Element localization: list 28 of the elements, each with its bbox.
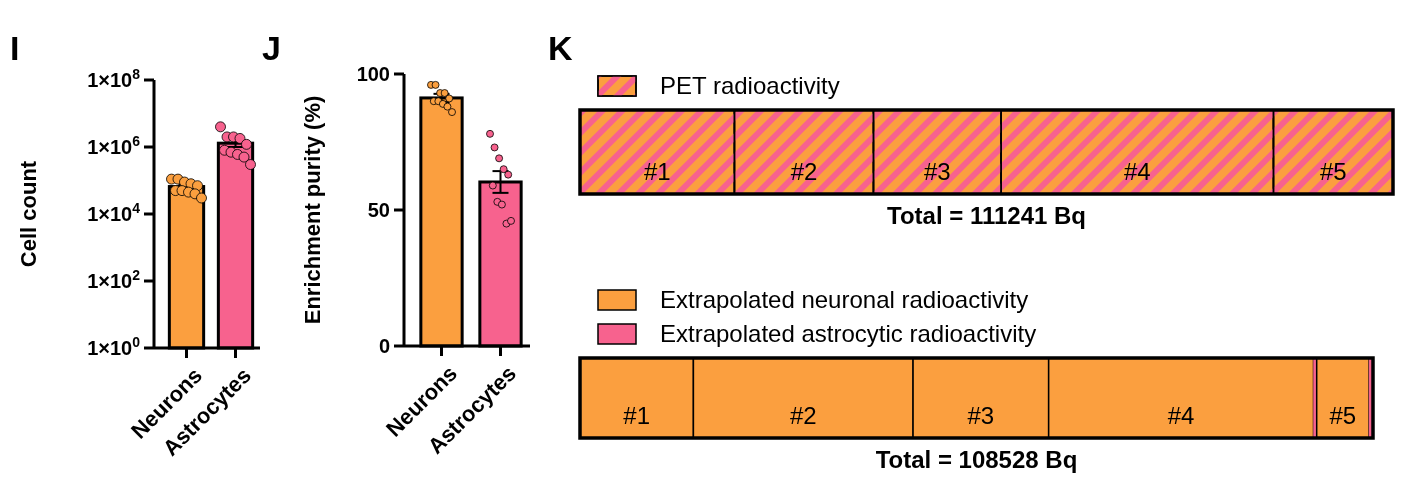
chart-title: I bbox=[10, 29, 20, 67]
y-tick-label: 50 bbox=[367, 199, 390, 221]
annotation: #4 bbox=[1167, 402, 1195, 429]
y-tick-label: 1×10$^{6}$ bbox=[87, 133, 141, 158]
y-tick-label: 1×10$^{2}$ bbox=[87, 267, 141, 292]
text: Total = 108528 Bq bbox=[875, 446, 1078, 473]
legend-label: Extrapolated astrocytic radioactivity bbox=[660, 320, 1037, 348]
annotation: #3 bbox=[967, 402, 995, 429]
text: Total = 111241 Bq bbox=[887, 202, 1086, 229]
y-axis-title: Cell count bbox=[16, 160, 41, 268]
annotation: #5 bbox=[1319, 158, 1347, 185]
annotation: #1 bbox=[623, 402, 651, 429]
annotation: #4 bbox=[1123, 158, 1151, 185]
annotation: #3 bbox=[923, 158, 951, 185]
legend-label: PET radioactivity bbox=[660, 72, 840, 100]
annotation: #5 bbox=[1329, 402, 1357, 429]
y-tick-label: 1×10$^{8}$ bbox=[87, 66, 141, 91]
chart-title: J bbox=[262, 29, 281, 67]
annotation: #2 bbox=[789, 402, 817, 429]
annotation: #2 bbox=[790, 158, 818, 185]
y-tick-label: 0 bbox=[378, 335, 390, 357]
y-axis-title: Enrichment purity (%) bbox=[300, 95, 325, 325]
y-tick-label: 1×10$^{0}$ bbox=[87, 334, 141, 359]
legend-label: Extrapolated neuronal radioactivity bbox=[660, 286, 1029, 314]
y-tick-label: 1×10$^{4}$ bbox=[87, 200, 141, 225]
chart-title: K bbox=[548, 29, 573, 67]
y-tick-label: 100 bbox=[356, 63, 390, 85]
annotation: #1 bbox=[643, 158, 671, 185]
